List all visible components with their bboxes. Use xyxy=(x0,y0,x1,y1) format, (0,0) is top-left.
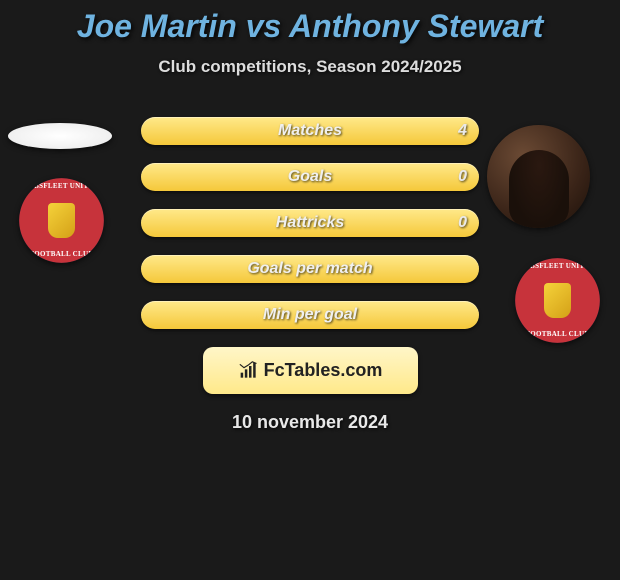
stat-right-value: 4 xyxy=(458,122,467,140)
badge-text-bottom: FOOTBALL CLUB xyxy=(526,330,590,338)
watermark-text: FcTables.com xyxy=(264,360,383,381)
stat-right-value: 0 xyxy=(458,214,467,232)
stat-label: Min per goal xyxy=(263,306,357,324)
stat-bar-goals: Goals 0 xyxy=(141,163,479,191)
stat-label: Goals per match xyxy=(247,260,372,278)
club-badge-right: EBBSFLEET UNITED FOOTBALL CLUB xyxy=(515,258,600,343)
watermark[interactable]: FcTables.com xyxy=(203,347,418,394)
date: 10 november 2024 xyxy=(0,412,620,433)
subtitle: Club competitions, Season 2024/2025 xyxy=(0,57,620,77)
stat-right-value: 0 xyxy=(458,168,467,186)
badge-text-top: EBBSFLEET UNITED xyxy=(520,262,595,270)
stat-bar-matches: Matches 4 xyxy=(141,117,479,145)
badge-text-top: EBBSFLEET UNITED xyxy=(24,182,99,190)
player-avatar-left xyxy=(8,123,112,149)
club-badge-left: EBBSFLEET UNITED FOOTBALL CLUB xyxy=(19,178,104,263)
stat-label: Matches xyxy=(278,122,342,140)
stat-label: Goals xyxy=(288,168,332,186)
bar-chart-icon xyxy=(238,361,260,381)
badge-text-bottom: FOOTBALL CLUB xyxy=(30,250,94,258)
stat-bar-goals-per-match: Goals per match xyxy=(141,255,479,283)
stat-bar-hattricks: Hattricks 0 xyxy=(141,209,479,237)
player-avatar-right xyxy=(487,125,590,228)
stat-bar-min-per-goal: Min per goal xyxy=(141,301,479,329)
stat-label: Hattricks xyxy=(276,214,344,232)
page-title: Joe Martin vs Anthony Stewart xyxy=(0,0,620,45)
